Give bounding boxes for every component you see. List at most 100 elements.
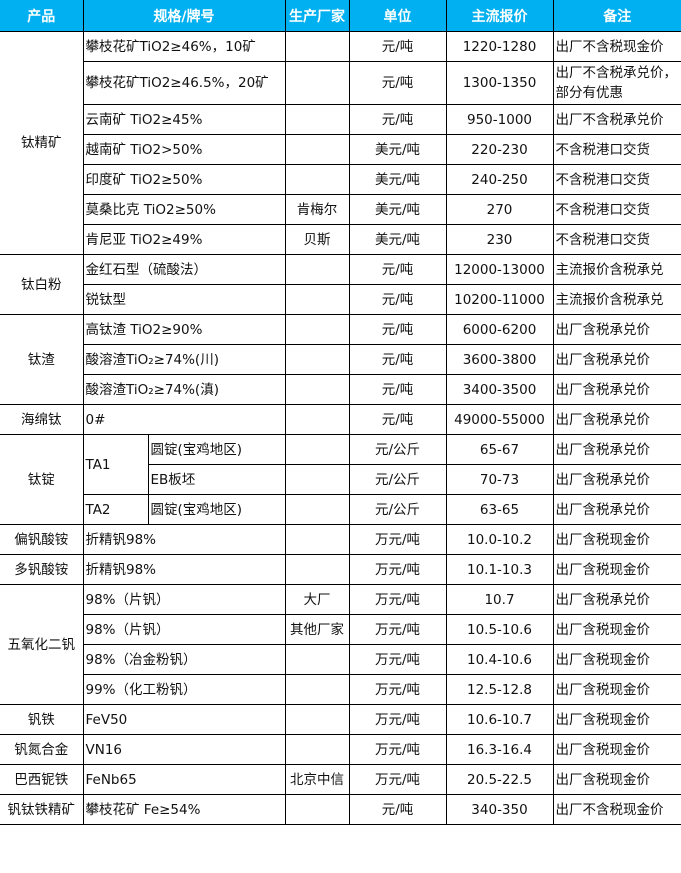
- maker-cell: [284, 314, 350, 345]
- spec-cell: 印度矿 TiO2≥50%: [82, 164, 286, 195]
- table-body: 钛精矿 攀枝花矿TiO2≥46%，10矿 元/吨 1220-1280 出厂不含税现金价攀…: [0, 31, 681, 825]
- price-cell: 340-350: [445, 794, 554, 825]
- note-cell: 出厂含税承兑价: [552, 314, 681, 345]
- unit-cell: 万元/吨: [348, 764, 447, 795]
- unit-cell: 美元/吨: [348, 194, 447, 225]
- table-row: 印度矿 TiO2≥50% 美元/吨 240-250 不含税港口交货: [0, 164, 681, 195]
- price-cell: 230: [445, 224, 554, 255]
- spec-cell: 攀枝花矿TiO2≥46%，10矿: [82, 31, 286, 62]
- unit-cell: 元/公斤: [348, 434, 447, 465]
- note-cell: 出厂含税承兑价: [552, 584, 681, 615]
- table-row: 钒铁 FeV50 万元/吨 10.6-10.7 出厂含税现金价: [0, 704, 681, 735]
- maker-cell: [284, 644, 350, 675]
- unit-cell: 元/吨: [348, 61, 447, 105]
- table-row: 五氧化二钒 98%（片钒） 大厂 万元/吨 10.7 出厂含税承兑价: [0, 584, 681, 705]
- price-cell: 10.1-10.3: [445, 554, 554, 585]
- unit-cell: 元/吨: [348, 104, 447, 135]
- product-cell: 钒铁: [0, 704, 84, 735]
- maker-cell: [284, 464, 350, 495]
- maker-cell: [284, 524, 350, 555]
- maker-cell: [284, 31, 350, 62]
- unit-cell: 万元/吨: [348, 614, 447, 645]
- spec-cell: 98%（冶金粉钒）: [82, 644, 286, 675]
- maker-cell: 北京中信: [284, 764, 350, 795]
- table-row: 锐钛型 元/吨 10200-11000 主流报价含税承兑: [0, 284, 681, 315]
- price-cell: 10200-11000: [445, 284, 554, 315]
- note-cell: 出厂含税承兑价: [552, 344, 681, 375]
- note-cell: 出厂不含税现金价: [552, 794, 681, 825]
- maker-cell: [284, 554, 350, 585]
- unit-cell: 元/吨: [348, 314, 447, 345]
- spec-cell: VN16: [82, 734, 286, 765]
- note-cell: 主流报价含税承兑: [552, 254, 681, 285]
- unit-cell: 元/吨: [348, 374, 447, 405]
- table-row: 钒钛铁精矿 攀枝花矿 Fe≥54% 元/吨 340-350 出厂不含税现金价: [0, 794, 681, 825]
- spec-cell: 越南矿 TiO2>50%: [82, 134, 286, 165]
- note-cell: 出厂含税承兑价: [552, 374, 681, 405]
- product-cell: 钒钛铁精矿: [0, 794, 84, 825]
- price-cell: 10.6-10.7: [445, 704, 554, 735]
- unit-cell: 万元/吨: [348, 734, 447, 765]
- spec-cell: 云南矿 TiO2≥45%: [82, 104, 286, 135]
- maker-cell: [284, 164, 350, 195]
- spec-cell: 折精钒98%: [82, 524, 286, 555]
- note-cell: 出厂含税现金价: [552, 764, 681, 795]
- header-spec: 规格/牌号: [82, 0, 286, 32]
- price-cell: 1220-1280: [445, 31, 554, 62]
- table-row: 钛锭 TA1 圆锭(宝鸡地区) 元/公斤 65-67 出厂含税承兑价: [0, 434, 681, 525]
- price-cell: 6000-6200: [445, 314, 554, 345]
- spec-cell: 高钛渣 TiO2≥90%: [82, 314, 286, 345]
- note-cell: 不含税港口交货: [552, 134, 681, 165]
- unit-cell: 万元/吨: [348, 644, 447, 675]
- table-row: 98%（片钒） 其他厂家 万元/吨 10.5-10.6 出厂含税现金价: [0, 614, 681, 645]
- note-cell: 出厂含税现金价: [552, 674, 681, 705]
- price-cell: 20.5-22.5: [445, 764, 554, 795]
- spec-cell: 98%（片钒）: [82, 614, 286, 645]
- price-cell: 240-250: [445, 164, 554, 195]
- spec-cell: 0#: [82, 404, 286, 435]
- spec-cell: FeNb65: [82, 764, 286, 795]
- spec-cell: 酸溶渣TiO₂≥74%(滇): [82, 374, 286, 405]
- note-cell: 出厂含税现金价: [552, 614, 681, 645]
- table-row: 攀枝花矿TiO2≥46.5%，20矿 元/吨 1300-1350 出厂不含税承兑价，部…: [0, 61, 681, 105]
- unit-cell: 元/吨: [348, 31, 447, 62]
- price-cell: 3400-3500: [445, 374, 554, 405]
- maker-cell: [284, 734, 350, 765]
- spec-cell: 折精钒98%: [82, 554, 286, 585]
- note-cell: 主流报价含税承兑: [552, 284, 681, 315]
- maker-cell: [284, 674, 350, 705]
- maker-cell: 大厂: [284, 584, 350, 615]
- unit-cell: 元/吨: [348, 794, 447, 825]
- maker-cell: [284, 104, 350, 135]
- note-cell: 出厂含税承兑价: [552, 464, 681, 495]
- spec-cell: 锐钛型: [82, 284, 286, 315]
- note-cell: 出厂含税现金价: [552, 644, 681, 675]
- header-price: 主流报价: [445, 0, 554, 32]
- spec-cell: 98%（片钒）: [82, 584, 286, 615]
- note-cell: 出厂不含税承兑价: [552, 104, 681, 135]
- price-cell: 3600-3800: [445, 344, 554, 375]
- table-row: 云南矿 TiO2≥45% 元/吨 950-1000 出厂不含税承兑价: [0, 104, 681, 135]
- unit-cell: 美元/吨: [348, 224, 447, 255]
- unit-cell: 万元/吨: [348, 674, 447, 705]
- header-maker: 生产厂家: [284, 0, 350, 32]
- maker-cell: [284, 794, 350, 825]
- table-row: TA2 圆锭(宝鸡地区) 元/公斤 63-65 出厂含税承兑价: [0, 494, 681, 525]
- table-row: 钛白粉 金红石型（硫酸法） 元/吨 12000-13000 主流报价含税承兑: [0, 254, 681, 315]
- maker-cell: [284, 374, 350, 405]
- table-row: 钒氮合金 VN16 万元/吨 16.3-16.4 出厂含税现金价: [0, 734, 681, 765]
- grade-cell: TA2: [82, 494, 149, 525]
- product-cell: 钛锭: [0, 434, 84, 525]
- table-row: 钛精矿 攀枝花矿TiO2≥46%，10矿 元/吨 1220-1280 出厂不含税现金价: [0, 31, 681, 255]
- price-cell: 65-67: [445, 434, 554, 465]
- table-row: 酸溶渣TiO₂≥74%(川) 元/吨 3600-3800 出厂含税承兑价: [0, 344, 681, 375]
- unit-cell: 元/吨: [348, 254, 447, 285]
- note-cell: 出厂含税现金价: [552, 734, 681, 765]
- unit-cell: 万元/吨: [348, 524, 447, 555]
- price-cell: 12000-13000: [445, 254, 554, 285]
- table-row: 钛渣 高钛渣 TiO2≥90% 元/吨 6000-6200 出厂含税承兑价: [0, 314, 681, 405]
- maker-cell: [284, 344, 350, 375]
- price-table: 产品 规格/牌号 生产厂家 单位 主流报价 备注 钛精矿 攀枝花矿TiO2≥46%…: [0, 0, 681, 825]
- unit-cell: 元/吨: [348, 284, 447, 315]
- table-row: 越南矿 TiO2>50% 美元/吨 220-230 不含税港口交货: [0, 134, 681, 165]
